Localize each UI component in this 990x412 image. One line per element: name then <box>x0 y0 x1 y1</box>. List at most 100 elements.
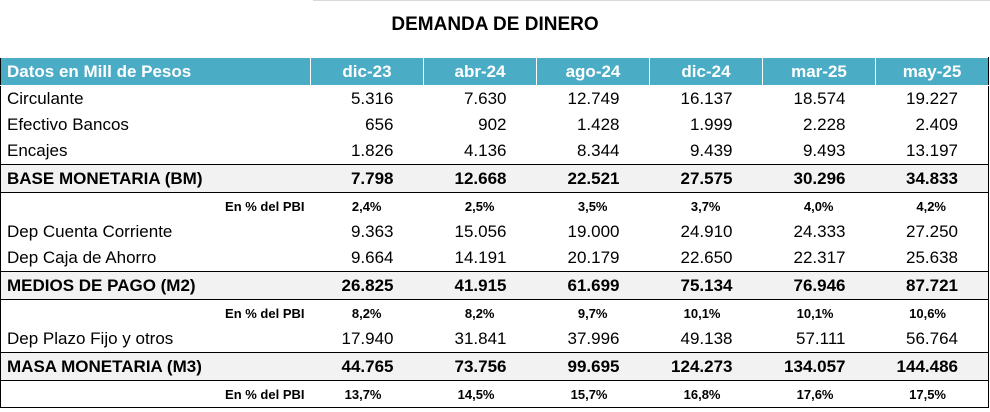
cell-value: 13,7% <box>344 386 382 402</box>
cell-value: 12.749 <box>567 89 620 108</box>
cell-value: 8,2% <box>351 305 382 321</box>
cell-value: 1.428 <box>576 115 620 134</box>
header-label: Datos en Mill de Pesos <box>0 57 311 86</box>
cell-value: 20.179 <box>567 248 620 267</box>
table-row: Dep Plazo Fijo y otros 17.940 31.841 37.… <box>0 326 989 353</box>
cell-value: 57.111 <box>796 329 846 348</box>
cell-value: 2.409 <box>875 112 989 138</box>
header-period: may-25 <box>875 57 989 86</box>
total-row: BASE MONETARIA (BM) 7.798 12.668 22.521 … <box>0 164 989 193</box>
row-label: Circulante <box>0 85 311 112</box>
table-row: Dep Caja de Ahorro 9.664 14.191 20.179 2… <box>0 245 989 272</box>
row-label: Dep Cuenta Corriente <box>0 219 311 245</box>
row-label: En % del PBI <box>0 380 311 408</box>
cell-value: 37.996 <box>567 329 620 348</box>
top-border-line <box>313 0 990 1</box>
row-label: MEDIOS DE PAGO (M2) <box>0 271 311 300</box>
cell-value: 134.057 <box>762 352 876 381</box>
cell-value: 4,2% <box>875 192 989 219</box>
row-label: MASA MONETARIA (M3) <box>0 352 311 381</box>
cell-value: 25.638 <box>875 245 989 272</box>
cell-value: 9.664 <box>350 248 394 267</box>
cell-value: 15.056 <box>454 222 507 241</box>
row-label: Efectivo Bancos <box>0 112 311 138</box>
cell-value: 73.756 <box>423 352 537 381</box>
cell-value: 2,5% <box>464 198 495 214</box>
cell-value: 16.137 <box>680 89 733 108</box>
row-label: BASE MONETARIA (BM) <box>0 164 311 193</box>
cell-value: 902 <box>478 115 507 134</box>
cell-value: 15,7% <box>570 386 608 402</box>
header-period: ago-24 <box>536 57 650 86</box>
header-row: Datos en Mill de Pesos dic-23 abr-24 ago… <box>0 57 989 86</box>
cell-value: 34.833 <box>875 164 989 193</box>
cell-value: 22.317 <box>793 248 846 267</box>
percent-gdp-row: En % del PBI 8,2% 8,2% 9,7% 10,1% 10,1% … <box>0 299 989 326</box>
cell-value: 9.439 <box>689 141 733 160</box>
cell-value: 19.227 <box>875 85 989 112</box>
header-period: dic-23 <box>310 57 424 86</box>
table-row: Efectivo Bancos 656 902 1.428 1.999 2.22… <box>0 112 989 138</box>
cell-value: 8.344 <box>576 141 620 160</box>
total-row: MASA MONETARIA (M3) 44.765 73.756 99.695… <box>0 352 989 381</box>
cell-value: 10,6% <box>875 299 989 326</box>
cell-value: 27.575 <box>649 164 763 193</box>
row-label: Dep Caja de Ahorro <box>0 245 311 272</box>
table-row: Dep Cuenta Corriente 9.363 15.056 19.000… <box>0 219 989 245</box>
cell-value: 3,7% <box>690 198 721 214</box>
cell-value: 1.826 <box>350 141 394 160</box>
cell-value: 22.650 <box>680 248 733 267</box>
header-period: dic-24 <box>649 57 763 86</box>
total-row: MEDIOS DE PAGO (M2) 26.825 41.915 61.699… <box>0 271 989 300</box>
money-demand-table: Datos en Mill de Pesos dic-23 abr-24 ago… <box>0 57 989 408</box>
cell-value: 31.841 <box>454 329 507 348</box>
cell-value: 87.721 <box>875 271 989 300</box>
row-label: En % del PBI <box>0 192 311 219</box>
cell-value: 24.910 <box>680 222 733 241</box>
cell-value: 8,2% <box>464 305 495 321</box>
cell-value: 19.000 <box>567 222 620 241</box>
cell-value: 56.764 <box>875 326 989 353</box>
cell-value: 4.136 <box>463 141 507 160</box>
cell-value: 10,1% <box>683 305 721 321</box>
row-label: Encajes <box>0 138 311 165</box>
cell-value: 76.946 <box>762 271 876 300</box>
cell-value: 9.493 <box>802 141 846 160</box>
cell-value: 41.915 <box>423 271 537 300</box>
cell-value: 26.825 <box>310 271 424 300</box>
cell-value: 124.273 <box>649 352 763 381</box>
cell-value: 44.765 <box>310 352 424 381</box>
cell-value: 17,5% <box>875 380 989 408</box>
cell-value: 144.486 <box>875 352 989 381</box>
cell-value: 12.668 <box>423 164 537 193</box>
cell-value: 24.333 <box>793 222 846 241</box>
table-row: Encajes 1.826 4.136 8.344 9.439 9.493 13… <box>0 138 989 165</box>
cell-value: 99.695 <box>536 352 650 381</box>
cell-value: 75.134 <box>649 271 763 300</box>
table-row: Circulante 5.316 7.630 12.749 16.137 18.… <box>0 85 989 112</box>
header-period: abr-24 <box>423 57 537 86</box>
table-title: DEMANDA DE DINERO <box>391 14 599 35</box>
cell-value: 61.699 <box>536 271 650 300</box>
row-label: Dep Plazo Fijo y otros <box>0 326 311 353</box>
cell-value: 10,1% <box>796 305 834 321</box>
cell-value: 9,7% <box>577 305 608 321</box>
cell-value: 16,8% <box>683 386 721 402</box>
cell-value: 2.228 <box>802 115 846 134</box>
cell-value: 4,0% <box>803 198 834 214</box>
cell-value: 656 <box>365 115 394 134</box>
cell-value: 9.363 <box>350 222 394 241</box>
cell-value: 5.316 <box>350 89 394 108</box>
cell-value: 18.574 <box>793 89 846 108</box>
cell-value: 7.798 <box>310 164 424 193</box>
row-label: En % del PBI <box>0 299 311 326</box>
header-period: mar-25 <box>762 57 876 86</box>
percent-gdp-row: En % del PBI 2,4% 2,5% 3,5% 3,7% 4,0% 4,… <box>0 192 989 219</box>
percent-gdp-row: En % del PBI 13,7% 14,5% 15,7% 16,8% 17,… <box>0 380 989 408</box>
cell-value: 27.250 <box>875 219 989 245</box>
cell-value: 14,5% <box>457 386 495 402</box>
cell-value: 49.138 <box>680 329 733 348</box>
cell-value: 1.999 <box>689 115 733 134</box>
cell-value: 17.940 <box>341 329 394 348</box>
cell-value: 30.296 <box>762 164 876 193</box>
